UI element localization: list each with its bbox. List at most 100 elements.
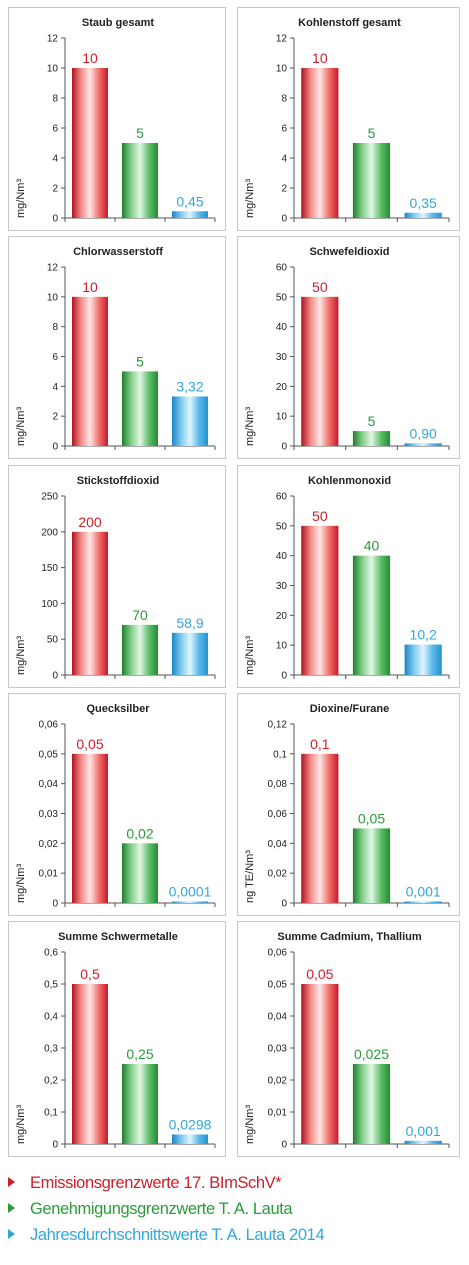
bar xyxy=(172,211,208,218)
y-axis-label: mg/Nm³ xyxy=(244,636,256,675)
data-label: 0,25 xyxy=(126,1046,153,1062)
triangle-marker-icon xyxy=(8,1203,15,1213)
y-axis-label: mg/Nm³ xyxy=(244,179,256,218)
y-tick-label: 0,02 xyxy=(39,839,59,850)
bar xyxy=(404,212,442,218)
y-tick-label: 4 xyxy=(52,382,58,393)
y-tick-label: 0,12 xyxy=(268,720,288,731)
y-tick-label: 2 xyxy=(52,412,58,423)
y-tick-label: 0,02 xyxy=(268,1076,288,1087)
y-tick-label: 0,01 xyxy=(268,1108,288,1119)
data-label: 10 xyxy=(312,50,328,66)
y-axis-label: mg/Nm³ xyxy=(15,864,27,903)
y-tick-label: 0,2 xyxy=(44,1076,58,1087)
y-tick-label: 20 xyxy=(276,382,288,393)
y-tick-label: 30 xyxy=(276,352,288,363)
y-axis-label: mg/Nm³ xyxy=(15,1105,27,1144)
y-tick-label: 20 xyxy=(276,611,288,622)
bar xyxy=(301,753,339,903)
y-tick-label: 0,4 xyxy=(44,1012,58,1023)
y-tick-label: 12 xyxy=(47,34,59,45)
data-label: 0,001 xyxy=(406,1123,441,1139)
y-tick-label: 50 xyxy=(276,292,288,303)
bar xyxy=(352,555,391,675)
y-axis-label: mg/Nm³ xyxy=(15,636,27,675)
bar-chart: Staub gesamt mg/Nm³ 0 2 4 6 8 10 12 10 5 0,45 xyxy=(15,17,216,225)
chart-title: Summe Schwermetalle xyxy=(58,931,178,943)
y-tick-label: 0 xyxy=(281,442,287,453)
legend-item-genehmigungsgrenzwerte: Genehmigungsgrenzwerte T. A. Lauta xyxy=(8,1198,463,1222)
y-tick-label: 0,06 xyxy=(268,948,288,959)
data-label: 5 xyxy=(368,413,376,429)
chart-panel: Summe Schwermetalle mg/Nm³ 0 0,1 0,2 0,3 0,4 0,… xyxy=(8,921,226,1157)
y-tick-label: 0 xyxy=(52,671,58,682)
y-tick-label: 30 xyxy=(276,581,288,592)
data-label: 10 xyxy=(82,50,98,66)
y-tick-label: 6 xyxy=(52,124,58,135)
y-tick-label: 0,6 xyxy=(44,948,58,959)
bar xyxy=(172,632,208,675)
y-tick-label: 10 xyxy=(47,64,59,75)
bar xyxy=(404,644,442,675)
y-tick-label: 0,03 xyxy=(39,809,59,820)
triangle-marker-icon xyxy=(8,1229,15,1239)
legend-label: Jahresdurchschnittswerte T. A. Lauta 201… xyxy=(30,1226,325,1244)
data-label: 40 xyxy=(364,538,380,554)
data-label: 0,35 xyxy=(410,195,437,211)
y-tick-label: 8 xyxy=(281,94,287,105)
y-tick-label: 6 xyxy=(281,124,287,135)
y-tick-label: 0,06 xyxy=(39,720,59,731)
y-tick-label: 0 xyxy=(281,899,287,910)
y-tick-label: 0,1 xyxy=(273,749,287,760)
chart-panel: Staub gesamt mg/Nm³ 0 2 4 6 8 10 12 10 5 0,45 xyxy=(8,7,226,231)
bar xyxy=(72,984,108,1144)
bar xyxy=(72,296,108,446)
y-tick-label: 50 xyxy=(47,635,59,646)
bar xyxy=(122,624,158,675)
bar-chart: Kohlenmonoxid mg/Nm³ 0 10 20 30 40 50 60 50 40 10,2 xyxy=(244,475,450,682)
bar-chart: Kohlenstoff gesamt mg/Nm³ 0 2 4 6 8 10 12 10 5 0,35 xyxy=(244,17,450,225)
y-tick-label: 60 xyxy=(276,492,288,503)
data-label: 5 xyxy=(368,125,376,141)
y-axis-label: mg/Nm³ xyxy=(244,407,256,446)
bar xyxy=(122,843,158,903)
chart-panel: Dioxine/Furane ng TE/Nm³ 0 0,02 0,04 0,06 0,08… xyxy=(237,693,460,916)
y-tick-label: 10 xyxy=(276,641,288,652)
bar-chart: Summe Schwermetalle mg/Nm³ 0 0,1 0,2 0,3 0,4 0,… xyxy=(15,931,216,1151)
y-tick-label: 40 xyxy=(276,551,288,562)
y-tick-label: 0 xyxy=(52,899,58,910)
y-tick-label: 10 xyxy=(276,412,288,423)
y-axis-label: ng TE/Nm³ xyxy=(244,850,256,903)
data-label: 70 xyxy=(132,607,148,623)
y-tick-label: 200 xyxy=(41,527,58,538)
triangle-marker-icon xyxy=(8,1177,15,1187)
legend-item-jahresdurchschnittswerte: Jahresdurchschnittswerte T. A. Lauta 201… xyxy=(8,1224,463,1248)
y-tick-label: 0,01 xyxy=(39,869,59,880)
y-tick-label: 2 xyxy=(52,184,58,195)
y-axis-label: mg/Nm³ xyxy=(244,1105,256,1144)
chart-panel: Stickstoffdioxid mg/Nm³ 0 50 100 150 200 250 200… xyxy=(8,465,226,688)
bar xyxy=(301,525,339,675)
y-tick-label: 0 xyxy=(52,214,58,225)
bar xyxy=(172,901,208,903)
chart-title: Kohlenmonoxid xyxy=(308,475,391,487)
y-tick-label: 10 xyxy=(47,292,59,303)
data-label: 0,02 xyxy=(126,825,153,841)
chart-title: Staub gesamt xyxy=(82,17,154,29)
y-tick-label: 0 xyxy=(281,1140,287,1151)
chart-panel: Quecksilber mg/Nm³ 0 0,01 0,02 0,03 0,04 0,05 0,… xyxy=(8,693,226,916)
bar xyxy=(301,68,339,218)
y-tick-label: 4 xyxy=(281,154,287,165)
data-label: 0,05 xyxy=(358,810,385,826)
y-tick-label: 10 xyxy=(276,64,288,75)
bar xyxy=(404,443,442,446)
chart-panel: Chlorwasserstoff mg/Nm³ 0 2 4 6 8 10 12 10 5 3,32 xyxy=(8,236,226,459)
bar xyxy=(301,984,339,1144)
data-label: 0,90 xyxy=(410,425,437,441)
bar-chart: Schwefeldioxid mg/Nm³ 0 10 20 30 40 50 60 50 5 0,90 xyxy=(244,246,450,453)
chart-panel: Summe Cadmium, Thallium mg/Nm³ 0 0,01 0,02 0,… xyxy=(237,921,460,1157)
data-label: 0,1 xyxy=(310,736,330,752)
bar-chart: Stickstoffdioxid mg/Nm³ 0 50 100 150 200 250 200… xyxy=(15,475,216,682)
y-tick-label: 4 xyxy=(52,154,58,165)
y-tick-label: 0 xyxy=(281,671,287,682)
